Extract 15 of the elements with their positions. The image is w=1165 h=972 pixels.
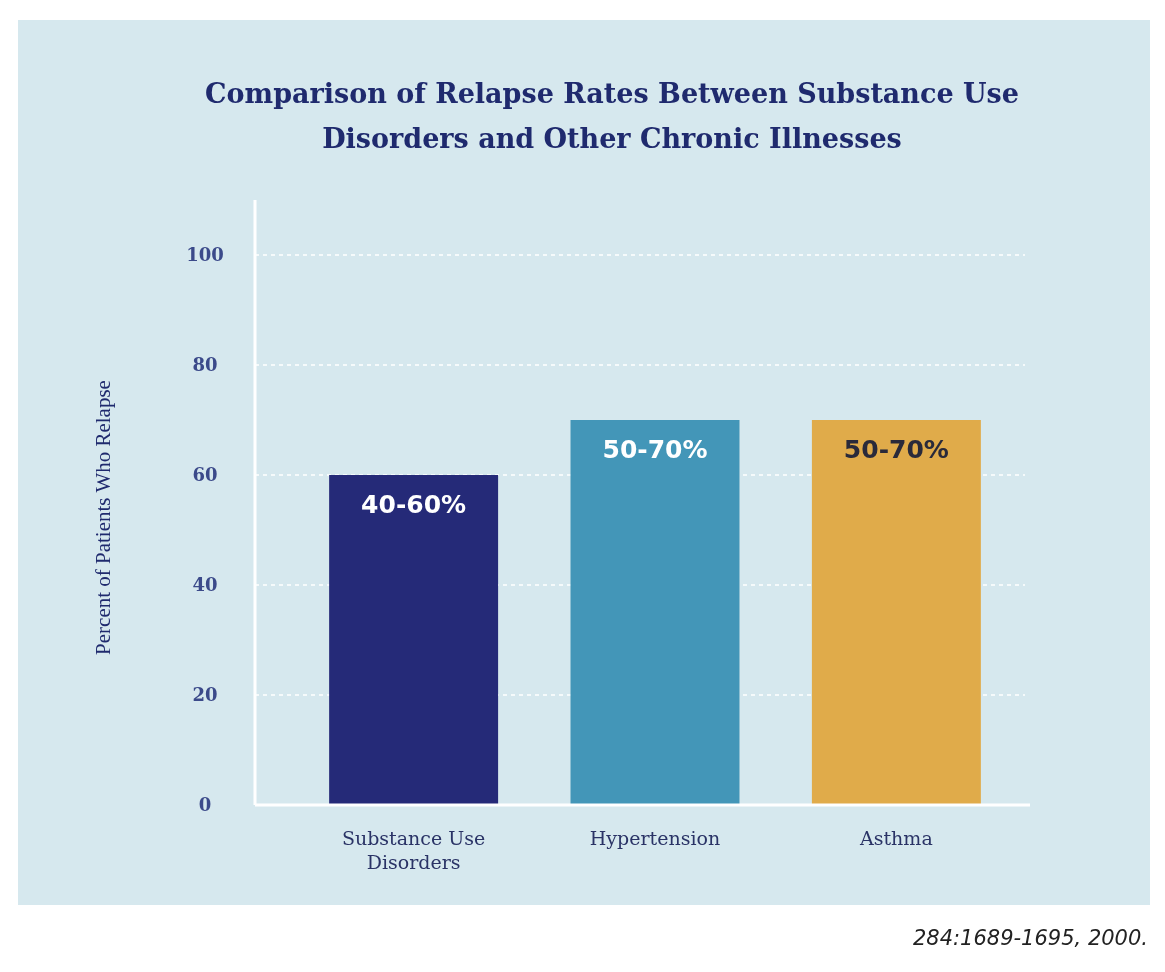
y-tick-label: 0	[198, 794, 212, 816]
y-tick-label: 20	[192, 684, 218, 706]
y-tick-label: 100	[186, 244, 224, 266]
annotation: 50-70%	[602, 435, 708, 464]
y-axis-title: Percent of Patients Who Relapse	[91, 380, 115, 655]
x-tick-label: Asthma	[859, 827, 933, 849]
annotation: 50-70%	[843, 435, 949, 464]
y-tick-label: 60	[192, 464, 218, 486]
chart-title: Comparison of Relapse Rates Between Substance Use Disorders and Other Chronic Illnesses	[205, 78, 1019, 154]
text: 284:1689-1695, 2000.	[912, 926, 1148, 950]
y-tick-label: 80	[192, 354, 218, 376]
x-tick-label: Substance Use Disorders	[341, 827, 486, 873]
x-tick-label: Hypertension	[589, 827, 721, 849]
annotation: 40-60%	[361, 490, 467, 519]
y-tick-label: 40	[192, 574, 218, 596]
